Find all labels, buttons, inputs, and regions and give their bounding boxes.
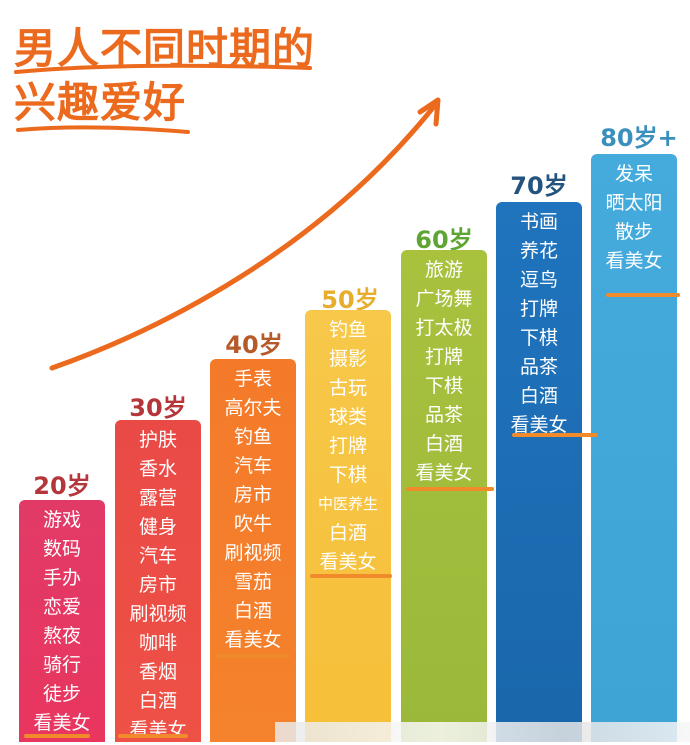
list-item: 打牌 bbox=[328, 435, 367, 457]
list-item: 下棋 bbox=[328, 464, 367, 486]
list-item: 下棋 bbox=[424, 375, 463, 397]
column-80s: 发呆 晒太阳 散步 看美女 bbox=[591, 154, 677, 742]
interest-list-70s: 书画 养花 逗鸟 打牌 下棋 品茶 白酒 看美女 bbox=[510, 208, 567, 440]
column-60s: 旅游 广场舞 打太极 打牌 下棋 品茶 白酒 看美女 bbox=[401, 250, 487, 742]
page-title: 男人不同时期的 兴趣爱好 bbox=[14, 22, 315, 130]
list-item: 逗鸟 bbox=[519, 269, 558, 291]
column-20s: 游戏 数码 手办 恋爱 熬夜 骑行 徒步 看美女 bbox=[19, 500, 105, 742]
list-item: 看美女 bbox=[510, 414, 568, 436]
list-item: 中医养生 bbox=[317, 495, 378, 513]
list-item: 恋爱 bbox=[42, 596, 81, 618]
list-item: 刷视频 bbox=[224, 542, 282, 564]
interest-list-80s: 发呆 晒太阳 散步 看美女 bbox=[605, 160, 662, 276]
list-item: 看美女 bbox=[33, 712, 91, 734]
list-item: 打牌 bbox=[424, 346, 463, 368]
list-item: 白酒 bbox=[328, 522, 367, 544]
list-item: 汽车 bbox=[138, 545, 177, 567]
title-line-2: 兴趣爱好 bbox=[14, 78, 187, 127]
column-30s: 护肤 香水 露营 健身 汽车 房市 刷视频 咖啡 香烟 白酒 看美女 bbox=[115, 420, 201, 742]
list-item: 散步 bbox=[614, 221, 653, 243]
list-item: 看美女 bbox=[129, 719, 187, 741]
list-item: 古玩 bbox=[328, 377, 367, 399]
list-item: 健身 bbox=[138, 516, 177, 538]
list-item: 雪茄 bbox=[233, 571, 272, 593]
column-50s: 钓鱼 摄影 古玩 球类 打牌 下棋 中医养生 白酒 看美女 bbox=[305, 310, 391, 742]
interest-list-20s: 游戏 数码 手办 恋爱 熬夜 骑行 徒步 看美女 bbox=[33, 506, 90, 738]
list-item: 打牌 bbox=[519, 298, 558, 320]
list-item: 钓鱼 bbox=[233, 426, 272, 448]
list-item: 护肤 bbox=[138, 429, 177, 451]
blurred-watermark bbox=[275, 722, 690, 742]
column-70s: 书画 养花 逗鸟 打牌 下棋 品茶 白酒 看美女 bbox=[496, 202, 582, 742]
list-item: 书画 bbox=[519, 211, 558, 233]
list-item: 刷视频 bbox=[129, 603, 187, 625]
list-item: 球类 bbox=[328, 406, 367, 428]
list-item: 打太极 bbox=[415, 317, 473, 339]
list-item: 露营 bbox=[138, 487, 177, 509]
list-item: 香烟 bbox=[138, 661, 177, 683]
list-item: 白酒 bbox=[424, 433, 463, 455]
list-item: 白酒 bbox=[233, 600, 272, 622]
list-item: 旅游 bbox=[424, 259, 463, 281]
list-item: 看美女 bbox=[415, 462, 473, 484]
list-item: 白酒 bbox=[138, 690, 177, 712]
interest-list-40s: 手表 高尔夫 钓鱼 汽车 房市 吹牛 刷视频 雪茄 白酒 看美女 bbox=[224, 365, 281, 655]
list-item: 手表 bbox=[233, 368, 272, 390]
list-item: 香水 bbox=[138, 458, 177, 480]
title-line-1: 男人不同时期的 bbox=[14, 24, 316, 73]
age-label-50: 50岁 bbox=[321, 286, 379, 314]
list-item: 咖啡 bbox=[138, 632, 177, 654]
list-item: 徒步 bbox=[42, 683, 81, 705]
list-item: 骑行 bbox=[42, 654, 81, 676]
list-item: 房市 bbox=[233, 484, 272, 506]
column-40s: 手表 高尔夫 钓鱼 汽车 房市 吹牛 刷视频 雪茄 白酒 看美女 bbox=[210, 359, 296, 742]
list-item: 看美女 bbox=[605, 250, 663, 272]
interest-list-50s: 钓鱼 摄影 古玩 球类 打牌 下棋 中医养生 白酒 看美女 bbox=[318, 316, 378, 577]
list-item: 钓鱼 bbox=[328, 319, 367, 341]
list-item: 摄影 bbox=[328, 348, 367, 370]
list-item: 熬夜 bbox=[42, 625, 81, 647]
list-item: 房市 bbox=[138, 574, 177, 596]
age-label-70: 70岁 bbox=[510, 172, 568, 200]
list-item: 看美女 bbox=[319, 551, 377, 573]
age-label-80: 80岁+ bbox=[600, 124, 678, 152]
list-item: 下棋 bbox=[519, 327, 558, 349]
list-item: 晒太阳 bbox=[605, 192, 663, 214]
interest-list-30s: 护肤 香水 露营 健身 汽车 房市 刷视频 咖啡 香烟 白酒 看美女 bbox=[129, 426, 186, 745]
interest-list-60s: 旅游 广场舞 打太极 打牌 下棋 品茶 白酒 看美女 bbox=[415, 256, 472, 488]
list-item: 汽车 bbox=[233, 455, 272, 477]
list-item: 广场舞 bbox=[415, 288, 473, 310]
list-item: 手办 bbox=[42, 567, 81, 589]
age-label-60: 60岁 bbox=[415, 226, 473, 254]
list-item: 发呆 bbox=[614, 163, 653, 185]
list-item: 品茶 bbox=[519, 356, 558, 378]
age-label-30: 30岁 bbox=[129, 394, 187, 422]
list-item: 看美女 bbox=[224, 629, 282, 651]
list-item: 品茶 bbox=[424, 404, 463, 426]
list-item: 高尔夫 bbox=[224, 397, 282, 419]
list-item: 游戏 bbox=[42, 509, 81, 531]
age-label-40: 40岁 bbox=[225, 331, 283, 359]
list-item: 数码 bbox=[42, 538, 81, 560]
list-item: 养花 bbox=[519, 240, 558, 262]
list-item: 白酒 bbox=[519, 385, 558, 407]
age-label-20: 20岁 bbox=[33, 472, 91, 500]
list-item: 吹牛 bbox=[233, 513, 272, 535]
